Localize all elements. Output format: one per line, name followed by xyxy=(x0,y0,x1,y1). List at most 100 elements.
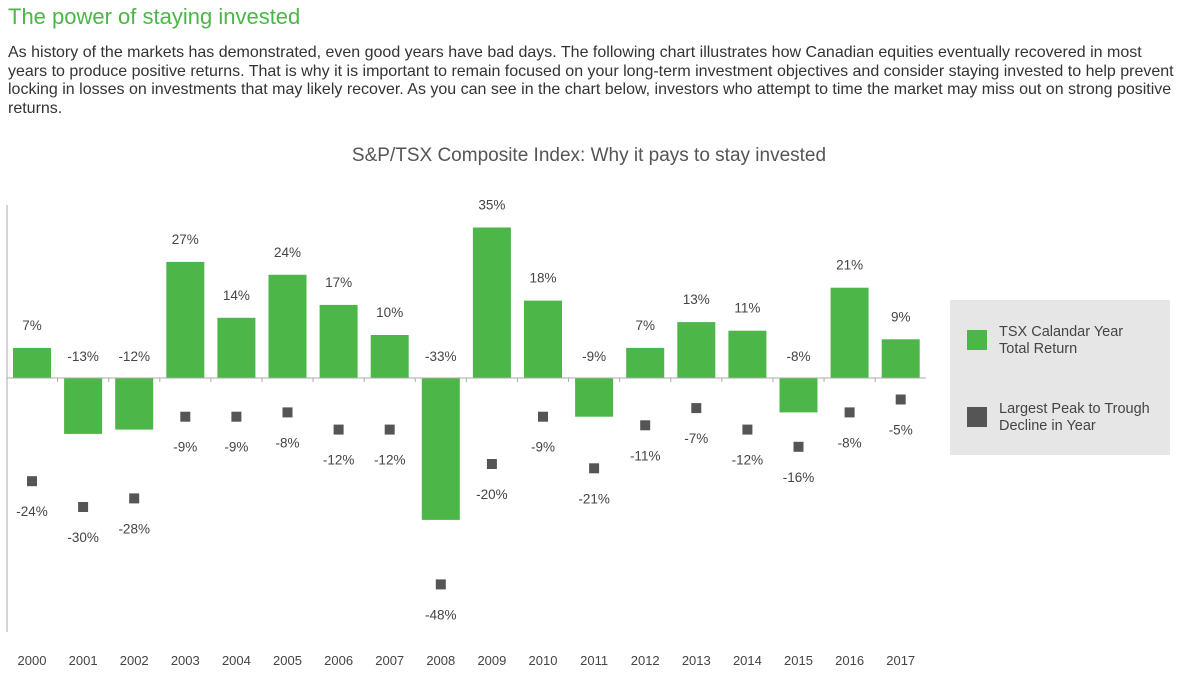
x-tick-label: 2011 xyxy=(580,653,608,668)
data-label-total-return: -8% xyxy=(786,349,810,364)
x-tick-label: 2008 xyxy=(426,653,455,668)
data-label-peak-trough: -48% xyxy=(425,607,457,622)
data-label-total-return: 35% xyxy=(478,198,505,213)
marker-peak-trough xyxy=(384,424,395,435)
marker-peak-trough xyxy=(844,407,855,418)
chart-title: S&P/TSX Composite Index: Why it pays to … xyxy=(351,145,827,166)
data-label-peak-trough: -5% xyxy=(889,423,913,438)
data-label-peak-trough: -20% xyxy=(476,487,508,502)
data-label-total-return: 7% xyxy=(22,318,42,333)
x-tick-label: 2004 xyxy=(222,653,251,668)
marker-peak-trough xyxy=(27,476,37,487)
marker-peak-trough xyxy=(129,493,140,504)
data-label-total-return: 21% xyxy=(836,258,863,273)
legend-swatch-marker xyxy=(967,407,987,427)
marker-peak-trough xyxy=(231,411,242,422)
bar-total-return xyxy=(64,378,103,434)
x-tick-label: 2007 xyxy=(375,653,404,668)
marker-peak-trough xyxy=(640,420,651,431)
data-label-peak-trough: -12% xyxy=(323,453,355,468)
legend-label-line: Total Return xyxy=(999,341,1078,357)
marker-peak-trough xyxy=(333,424,344,435)
bar-total-return xyxy=(115,378,154,430)
data-label-peak-trough: -9% xyxy=(531,440,555,455)
bar-total-return xyxy=(319,304,358,378)
marker-peak-trough xyxy=(895,394,906,405)
bar-total-return xyxy=(626,347,665,378)
data-label-total-return: 14% xyxy=(223,288,250,303)
data-label-peak-trough: -7% xyxy=(684,431,708,446)
bar-total-return xyxy=(575,378,614,417)
data-label-peak-trough: -12% xyxy=(374,453,406,468)
page-heading: The power of staying invested xyxy=(8,4,301,29)
x-tick-label: 2003 xyxy=(171,653,200,668)
legend-label-line: TSX Calandar Year xyxy=(999,324,1124,340)
data-label-total-return: 11% xyxy=(734,301,760,316)
data-label-peak-trough: -11% xyxy=(630,448,661,463)
legend-label-peak-trough: Largest Peak to Trough Decline in Year xyxy=(999,401,1164,435)
data-label-peak-trough: -9% xyxy=(173,440,197,455)
legend-label-line: Decline in Year xyxy=(999,418,1096,434)
bar-total-return xyxy=(779,378,818,413)
bar-total-return xyxy=(728,330,767,378)
bar-total-return xyxy=(421,378,460,520)
data-label-peak-trough: -8% xyxy=(275,435,299,450)
marker-peak-trough xyxy=(78,502,89,512)
data-label-peak-trough: -28% xyxy=(118,521,150,536)
bar-total-return xyxy=(13,347,51,378)
legend-swatch-bar xyxy=(967,330,987,350)
legend-label-line: Largest Peak to Trough xyxy=(999,401,1150,417)
intro-paragraph: As history of the markets has demonstrat… xyxy=(8,44,1174,117)
data-label-total-return: 27% xyxy=(172,232,199,247)
legend-item-total-return: TSX Calandar Year Total Return xyxy=(967,324,1164,358)
x-tick-label: 2012 xyxy=(631,653,660,668)
marker-peak-trough xyxy=(793,441,804,452)
bar-total-return xyxy=(268,274,307,378)
data-label-total-return: -13% xyxy=(67,349,99,364)
data-label-total-return: 10% xyxy=(376,305,403,320)
data-label-total-return: 17% xyxy=(325,275,352,290)
data-label-peak-trough: -24% xyxy=(16,504,48,519)
bar-total-return xyxy=(370,335,409,378)
bar-total-return xyxy=(830,287,869,378)
bar-total-return xyxy=(881,339,920,378)
data-label-peak-trough: -16% xyxy=(783,470,815,485)
marker-peak-trough xyxy=(435,579,446,590)
data-label-total-return: 7% xyxy=(635,318,655,333)
data-label-peak-trough: -8% xyxy=(838,435,862,450)
bar-total-return xyxy=(524,300,562,378)
x-tick-label: 2014 xyxy=(733,653,762,668)
data-label-total-return: -33% xyxy=(425,349,457,364)
legend-item-peak-trough: Largest Peak to Trough Decline in Year xyxy=(967,401,1164,435)
data-label-total-return: -12% xyxy=(118,349,150,364)
bar-total-return xyxy=(472,227,511,378)
data-label-total-return: 13% xyxy=(683,292,710,307)
data-label-peak-trough: -21% xyxy=(578,491,610,506)
chart-legend: TSX Calandar Year Total Return Largest P… xyxy=(950,300,1170,455)
x-tick-label: 2009 xyxy=(477,653,506,668)
marker-peak-trough xyxy=(282,407,293,418)
bar-total-return xyxy=(677,322,716,378)
marker-peak-trough xyxy=(742,424,753,435)
x-tick-label: 2002 xyxy=(120,653,149,668)
bar-total-return xyxy=(166,261,205,378)
data-label-peak-trough: -30% xyxy=(67,530,99,545)
marker-peak-trough xyxy=(589,463,600,474)
legend-label-total-return: TSX Calandar Year Total Return xyxy=(999,324,1164,358)
x-tick-label: 2005 xyxy=(273,653,302,668)
data-label-total-return: -9% xyxy=(582,349,606,364)
marker-peak-trough xyxy=(486,459,497,469)
marker-peak-trough xyxy=(538,411,548,422)
x-tick-label: 2001 xyxy=(69,653,98,668)
data-label-total-return: 18% xyxy=(529,271,556,286)
data-label-total-return: 9% xyxy=(891,309,911,324)
x-tick-label: 2010 xyxy=(529,653,558,668)
data-label-peak-trough: -9% xyxy=(224,440,248,455)
marker-peak-trough xyxy=(691,403,702,414)
bar-total-return xyxy=(217,317,256,378)
x-tick-label: 2006 xyxy=(324,653,353,668)
x-tick-label: 2015 xyxy=(784,653,813,668)
x-tick-label: 2016 xyxy=(835,653,864,668)
x-tick-label: 2013 xyxy=(682,653,711,668)
